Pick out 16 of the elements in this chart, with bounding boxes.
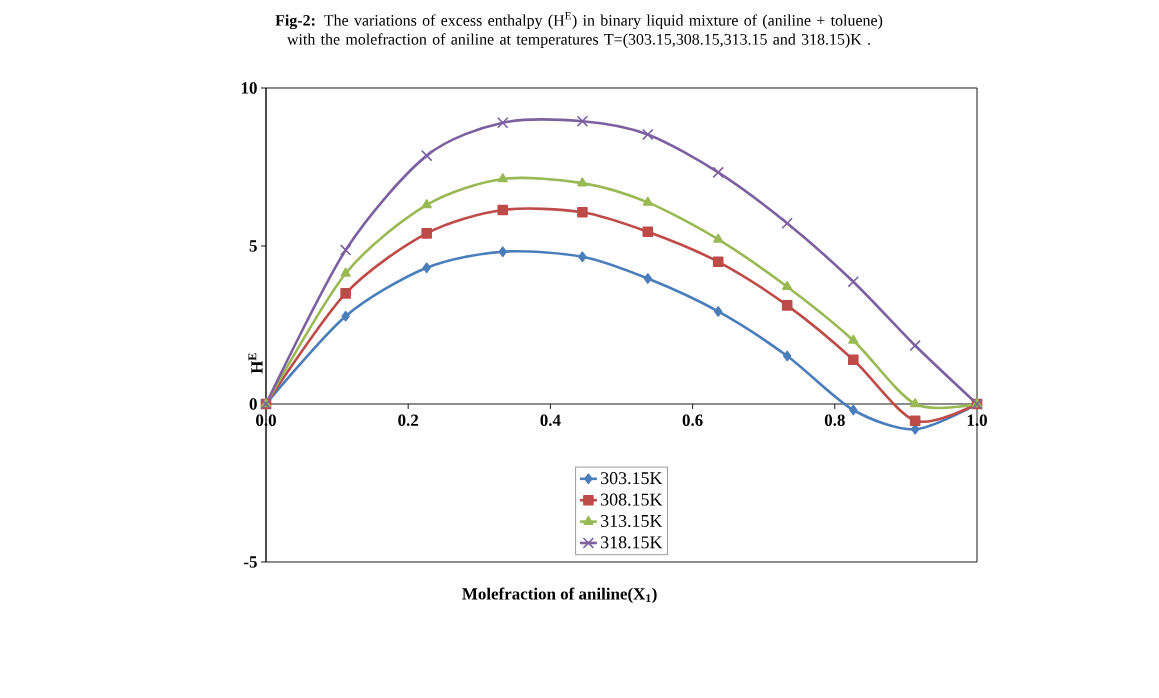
y-tick-label: 5 — [249, 240, 257, 252]
x-axis-title: Molefraction of aniline(X$_{1}$) — [462, 587, 657, 604]
legend-label: 318.15K — [601, 536, 663, 549]
legend-label: 303.15K — [601, 472, 663, 485]
y-tick-label: 0 — [249, 398, 257, 410]
x-tick-label: 0.6 — [682, 414, 703, 427]
y-axis-title: H$^{E}$ — [248, 353, 263, 374]
legend-label: 308.15K — [601, 493, 663, 506]
x-tick-label: 0.4 — [540, 414, 561, 427]
legend-label: 313.15K — [601, 514, 663, 528]
x-tick-label: 0.8 — [824, 414, 845, 427]
x-tick-label: 0.2 — [398, 414, 419, 427]
y-tick-label: 10 — [241, 82, 257, 94]
chart-title: Fig-2: The variations of excess enthalpy (H$^{E}$) in binary liquid mixture of (aniline + toluene) with the molefraction of aniline at temperatures T=(303.15,308.15,313.15 and 318.15)K . — [275, 12, 883, 48]
y-tick-label: -5 — [244, 556, 257, 568]
x-tick-label: 1.0 — [967, 414, 987, 427]
